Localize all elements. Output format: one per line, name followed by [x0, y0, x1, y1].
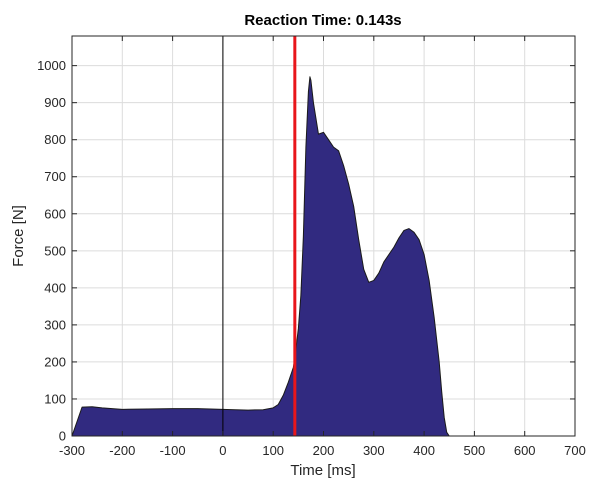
y-tick-label: 300 — [44, 317, 66, 332]
y-tick-label: 200 — [44, 354, 66, 369]
y-tick-label: 500 — [44, 243, 66, 258]
y-tick-label: 900 — [44, 95, 66, 110]
x-tick-label: 500 — [464, 443, 486, 458]
x-tick-label: -200 — [109, 443, 135, 458]
series-area — [71, 76, 450, 437]
y-tick-label: 800 — [44, 132, 66, 147]
markers — [222, 36, 297, 436]
y-tick-label: 100 — [44, 391, 66, 406]
y-tick-label: 400 — [44, 280, 66, 295]
x-tick-label: 0 — [219, 443, 226, 458]
y-tick-label: 1000 — [37, 58, 66, 73]
y-tick-label: 0 — [59, 429, 66, 444]
y-tick-label: 600 — [44, 206, 66, 221]
x-tick-labels: -300 -200 -100 0 100 200 300 400 500 600 700 — [59, 443, 586, 458]
x-tick-label: 700 — [564, 443, 586, 458]
x-tick-label: 600 — [514, 443, 536, 458]
force-area — [71, 76, 450, 437]
x-tick-label: 300 — [363, 443, 385, 458]
x-tick-label: 400 — [413, 443, 435, 458]
x-axis-label: Time [ms] — [290, 462, 355, 479]
y-tick-labels: 0 100 200 300 400 500 600 700 800 900 1000 — [37, 58, 66, 443]
x-tick-label: -300 — [59, 443, 85, 458]
axis-ticks — [71, 36, 576, 437]
chart-title: Reaction Time: 0.143s — [244, 12, 401, 29]
y-axis-label: Force [N] — [10, 205, 27, 267]
x-tick-label: -100 — [160, 443, 186, 458]
x-tick-label: 100 — [262, 443, 284, 458]
y-tick-label: 700 — [44, 169, 66, 184]
x-tick-label: 200 — [313, 443, 335, 458]
